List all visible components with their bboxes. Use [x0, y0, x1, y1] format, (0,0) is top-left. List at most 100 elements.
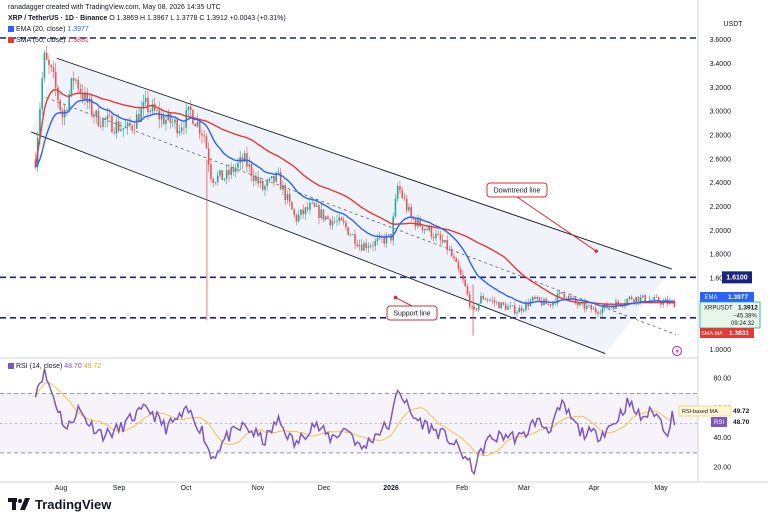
candle-body [248, 164, 251, 167]
candle-body [162, 115, 165, 125]
candle-body [518, 307, 521, 313]
candle-body [194, 123, 197, 127]
candle-body [225, 169, 228, 179]
rsi-value: 48.70 [733, 419, 750, 426]
sma-tag [700, 328, 724, 338]
candle-body [219, 170, 221, 176]
time-tick-6: Feb [456, 485, 468, 492]
candle-body [120, 129, 122, 131]
ema-value-tag [722, 292, 754, 302]
candle-body [383, 238, 386, 244]
candle-body [522, 309, 525, 312]
candle-body [90, 98, 93, 115]
candle-body [102, 118, 104, 127]
ema-tag-label: EMA [704, 295, 717, 301]
candle-body [309, 202, 311, 210]
candle-body [86, 92, 89, 103]
candle-body [275, 172, 278, 182]
time-tick-9: May [654, 485, 668, 492]
candle-body [450, 249, 453, 257]
candle-body [459, 269, 462, 275]
candle-body [457, 261, 460, 270]
candle-body [259, 180, 262, 184]
candle-body [300, 209, 302, 215]
ema-legend[interactable]: EMA (20, close) 1.3977 [8, 25, 89, 35]
candle-body [79, 88, 82, 93]
candle-body [205, 136, 208, 149]
time-tick-0: Aug [55, 485, 68, 492]
candle-body [441, 239, 444, 243]
candle-body [54, 71, 57, 88]
candle-body [66, 109, 68, 111]
last-price-value: 1.3912 [738, 305, 758, 312]
sma-value-label: 1.3831 [729, 330, 749, 337]
candle-body [365, 243, 368, 249]
ema-value-label: 1.3977 [728, 294, 748, 301]
last-price-change: −45.38% [733, 314, 758, 320]
candle-body [59, 100, 62, 111]
candle-body [210, 164, 212, 179]
candle-body [151, 104, 154, 112]
candle-body [414, 219, 417, 227]
candle-body [324, 216, 327, 220]
candle-body [75, 79, 77, 81]
lightning-icon [675, 347, 679, 355]
candle-body [417, 218, 419, 227]
candle-body [97, 110, 100, 126]
rsi-legend[interactable]: RSI (14, close) 48.70 49.72 [8, 362, 101, 372]
candle-body [178, 131, 181, 134]
candle-body [261, 180, 264, 190]
candle-body [486, 299, 489, 301]
candle-body [633, 299, 635, 303]
sma-legend[interactable]: SMA (50, close) 1.3831 [8, 36, 89, 46]
candle-body [549, 304, 552, 306]
candle-body [306, 207, 309, 210]
candle-body [45, 52, 48, 60]
candle-body [293, 209, 296, 215]
candle-body [567, 296, 570, 300]
candle-body [111, 115, 113, 133]
channel-midline [45, 97, 677, 335]
candle-body [232, 167, 235, 172]
candle-body [270, 176, 273, 179]
candle-body [160, 115, 163, 120]
annotation-label-1: Support line [393, 310, 430, 317]
candle-body [540, 300, 543, 306]
candle-body [630, 296, 633, 300]
candle-body [615, 301, 617, 309]
candle-body [331, 221, 334, 226]
candle-body [428, 226, 431, 231]
candle-body [401, 190, 404, 198]
rsi-swatch [8, 363, 14, 370]
candle-body [113, 132, 116, 134]
candle-body [176, 119, 179, 134]
candle-body [392, 216, 395, 241]
candle-body [511, 305, 514, 307]
candle-body [558, 292, 561, 294]
candle-body [77, 79, 80, 89]
candle-body [284, 185, 287, 200]
candle-body [81, 92, 84, 100]
candle-body [95, 110, 98, 117]
candle-body [610, 306, 613, 308]
candle-body [426, 229, 428, 231]
rsi-ma-tag-label: RSI-based MA [682, 409, 718, 415]
candle-body [108, 115, 111, 117]
tradingview-logo[interactable]: TradingView [8, 497, 111, 512]
rsi-tick-0: 80.00 [713, 376, 731, 383]
symbol-title[interactable]: XRP / TetherUS · 1D · Binance O 1.3869 H… [8, 15, 286, 22]
candle-body [340, 217, 343, 221]
candle-body [363, 243, 365, 251]
candle-body [673, 300, 676, 308]
candle-body [214, 182, 217, 183]
candle-body [590, 305, 593, 310]
candle-body [588, 305, 590, 306]
rsi-tag-label: RSI [714, 420, 724, 426]
candle-body [268, 178, 271, 181]
ema-tag [700, 292, 722, 302]
candle-body [320, 209, 323, 219]
candle-body [446, 240, 449, 250]
candle-body [482, 295, 485, 299]
candle-body [385, 235, 388, 244]
